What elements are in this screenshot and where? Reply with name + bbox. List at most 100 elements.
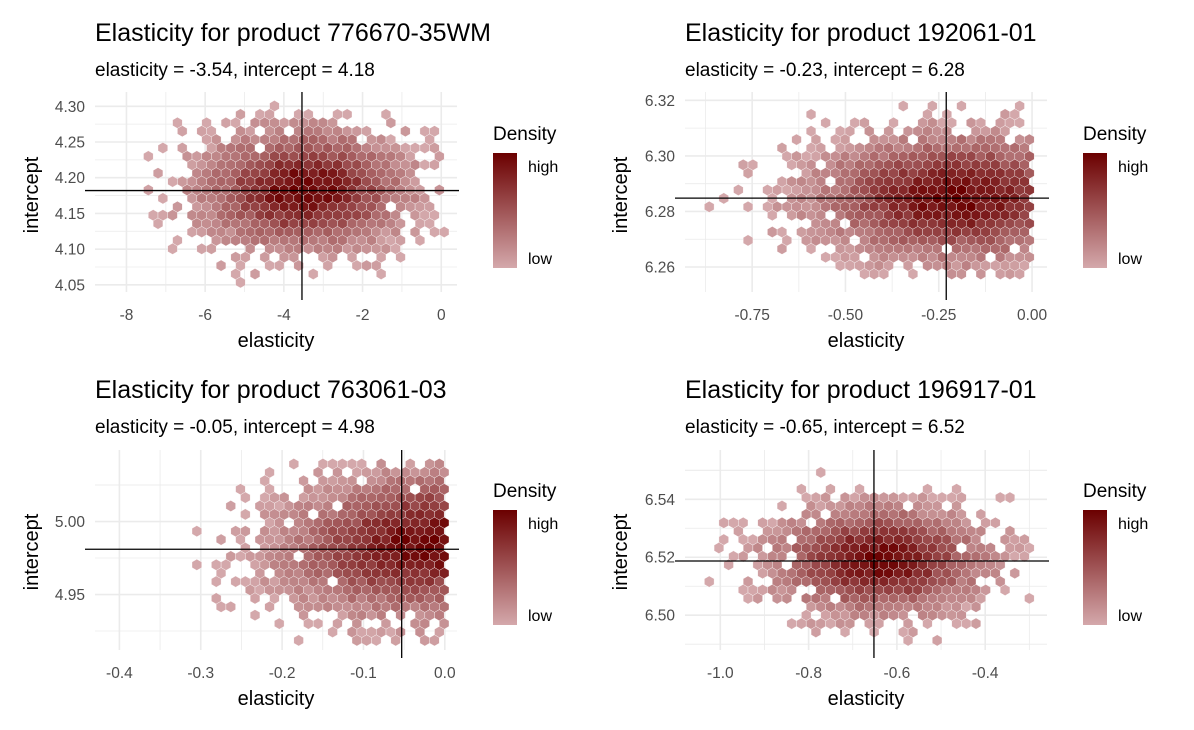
y-axis-label: intercept — [610, 156, 632, 233]
hexbin-cell — [820, 251, 831, 264]
hexbin-cell — [240, 491, 251, 504]
hexbin-cell — [153, 217, 164, 230]
hexbin-cell — [293, 259, 304, 272]
y-axis-label: intercept — [21, 156, 43, 233]
panel-subtitle: elasticity = -0.65, intercept = 6.52 — [685, 417, 965, 438]
legend-title: Density — [1083, 124, 1147, 145]
hexbin-cell — [143, 150, 154, 163]
hexbin-cells — [704, 466, 1035, 647]
legend-colorbar — [1083, 510, 1107, 625]
hexbin-cell — [250, 592, 261, 605]
y-tick-label: 6.30 — [645, 148, 676, 165]
panel-1: Elasticity for product 776670-35WM elast… — [21, 19, 558, 352]
legend: Density high low — [1083, 124, 1148, 268]
x-tick-label: -2 — [356, 307, 370, 324]
hexbin-cell — [322, 259, 333, 272]
hexbin-cell — [776, 500, 787, 512]
y-tick-label: 6.26 — [645, 260, 675, 277]
hexbin-cell — [230, 575, 241, 588]
hexbin-cell — [840, 626, 851, 638]
hexbin-cell — [395, 609, 406, 622]
hexbin-cell — [903, 634, 914, 647]
y-tick-label: 4.20 — [55, 170, 86, 187]
legend-title: Density — [1083, 481, 1147, 502]
hexbin-cell — [225, 600, 236, 613]
hexbin-cell — [806, 242, 817, 255]
hexbin-cell — [810, 626, 821, 638]
x-tick-label: -0.1 — [350, 665, 377, 682]
hexbin-cell — [970, 617, 981, 630]
hexbin-cell — [390, 634, 401, 647]
x-tick-label: -8 — [120, 307, 134, 324]
hexbin-cell — [429, 634, 440, 647]
hexbin-cell — [153, 167, 164, 180]
hexbin-cell — [743, 200, 754, 213]
hexbin-cell — [385, 116, 396, 129]
x-tick-label: -0.50 — [828, 307, 864, 324]
x-axis-label: elasticity — [828, 688, 905, 710]
y-tick-label: 6.32 — [645, 93, 675, 110]
hexbin-cell — [206, 242, 217, 255]
hexbin-cell — [713, 542, 724, 554]
x-tick-label: 0.0 — [434, 665, 456, 682]
hexbin-cell — [1014, 116, 1025, 129]
hexbin-cell — [970, 600, 981, 613]
legend-low-label: low — [1118, 251, 1142, 268]
hexbin-cell — [327, 626, 338, 638]
hexbin-cell — [743, 167, 754, 180]
x-tick-label: -0.25 — [921, 307, 956, 324]
hexbin-cell — [225, 500, 236, 512]
x-axis-label: elasticity — [828, 330, 905, 352]
hexbin-cell — [429, 158, 440, 171]
hexbin-cell — [767, 209, 778, 222]
hexbin-cell — [956, 100, 967, 112]
y-axis-label: intercept — [21, 513, 43, 590]
legend-colorbar — [493, 153, 517, 268]
hexbin-cell — [250, 268, 261, 280]
hexbin-cell — [1009, 567, 1020, 580]
hexbin-cell — [288, 458, 299, 470]
hexbin-cell — [371, 634, 382, 647]
legend-high-label: high — [1118, 159, 1148, 176]
panel-subtitle: elasticity = -0.05, intercept = 4.98 — [95, 417, 375, 438]
legend-title: Density — [493, 481, 557, 502]
legend-high-label: high — [528, 516, 558, 533]
hexbin-cell — [791, 133, 802, 146]
legend-low-label: low — [528, 608, 552, 625]
tick-labels: -0.4 -0.3 -0.2 -0.1 0.0 4.95 5.00 — [55, 514, 456, 682]
hexbin-cell — [786, 617, 797, 630]
hexbin-cell — [191, 558, 202, 571]
y-tick-label: 5.00 — [55, 514, 86, 531]
hexbin-cell — [240, 508, 251, 521]
plot-area: -0.75 -0.50 -0.25 0.00 6.26 6.28 6.30 6.32 — [645, 92, 1049, 324]
hexbin-cell — [806, 108, 817, 121]
hexbin-cell — [167, 209, 178, 222]
x-axis-label: elasticity — [238, 330, 315, 352]
hexbin-cells — [704, 100, 1035, 280]
y-tick-label: 6.50 — [645, 608, 676, 625]
hexbin-cell — [235, 276, 246, 289]
hexbin-cell — [820, 116, 831, 129]
hexbin-cell — [733, 184, 744, 196]
panel-subtitle: elasticity = -0.23, intercept = 6.28 — [685, 60, 965, 81]
legend-colorbar — [1083, 153, 1107, 268]
hexbin-cell — [922, 617, 933, 630]
hexbin-cell — [157, 142, 168, 154]
legend-high-label: high — [1118, 516, 1148, 533]
legend: Density high low — [1083, 481, 1148, 625]
plot-area: -0.4 -0.3 -0.2 -0.1 0.0 4.95 5.00 — [55, 450, 459, 682]
hexbin-cell — [342, 108, 353, 121]
x-tick-label: -0.4 — [106, 665, 133, 682]
hexbin-cells — [143, 100, 450, 289]
legend: Density high low — [493, 481, 558, 625]
hexbin-cell — [1014, 268, 1025, 280]
hexbin-cell — [220, 116, 231, 129]
hexbin-cell — [167, 242, 178, 255]
x-tick-label: -1.0 — [707, 665, 734, 682]
hexbin-cell — [704, 575, 715, 588]
legend-colorbar — [493, 510, 517, 625]
panel-3: Elasticity for product 763061-03 elastic… — [21, 376, 558, 710]
panel-title: Elasticity for product 763061-03 — [95, 376, 447, 404]
hexbin-cell — [216, 533, 227, 546]
